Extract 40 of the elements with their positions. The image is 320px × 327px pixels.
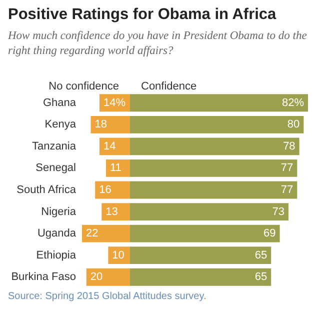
text: How much confidence do you have in President Obama to do the right thing regarding world affairs? — [8, 29, 308, 59]
data-label: 78 — [282, 140, 296, 152]
data-label: 65 — [254, 271, 267, 284]
data-label: 20 — [90, 271, 103, 284]
bar — [108, 246, 130, 264]
y-tick-label: Burkina Faso — [11, 271, 76, 284]
data-label: 69 — [263, 228, 276, 240]
y-tick-label: Tanzania — [32, 140, 77, 152]
chart-title: Confidence — [140, 80, 196, 92]
data-label: 82% — [282, 96, 304, 109]
text: Positive Ratings for Obama in Africa — [8, 6, 278, 24]
y-tick-label: Ethiopia — [36, 249, 77, 262]
data-label: 77 — [280, 184, 293, 196]
data-label: 77 — [280, 162, 293, 174]
data-label: 18 — [94, 118, 107, 131]
data-label: 13 — [106, 206, 118, 218]
chart-title: No confidence — [48, 80, 120, 92]
bar — [86, 268, 130, 286]
y-tick-label: Uganda — [37, 228, 77, 240]
source-note: Source: Spring 2015 Global Attitudes survey. — [8, 291, 208, 302]
data-label: 11 — [110, 162, 122, 174]
data-label: 65 — [254, 249, 267, 262]
bar — [99, 138, 130, 156]
bar — [90, 116, 130, 134]
data-label: 10 — [112, 249, 124, 262]
data-label: 14% — [103, 96, 126, 109]
bar — [102, 203, 130, 220]
bar — [82, 224, 130, 242]
data-label: 80 — [287, 118, 300, 131]
y-tick-label: Kenya — [44, 118, 77, 131]
bar — [106, 160, 130, 177]
data-label: 22 — [86, 228, 98, 240]
y-tick-label: South Africa — [16, 184, 77, 196]
y-tick-label: Senegal — [36, 162, 76, 174]
data-label: 14 — [103, 140, 116, 152]
y-tick-label: Ghana — [42, 96, 77, 109]
data-label: 73 — [272, 206, 284, 218]
y-tick-label: Nigeria — [41, 206, 77, 218]
bar — [95, 181, 130, 199]
data-label: 16 — [99, 184, 112, 196]
